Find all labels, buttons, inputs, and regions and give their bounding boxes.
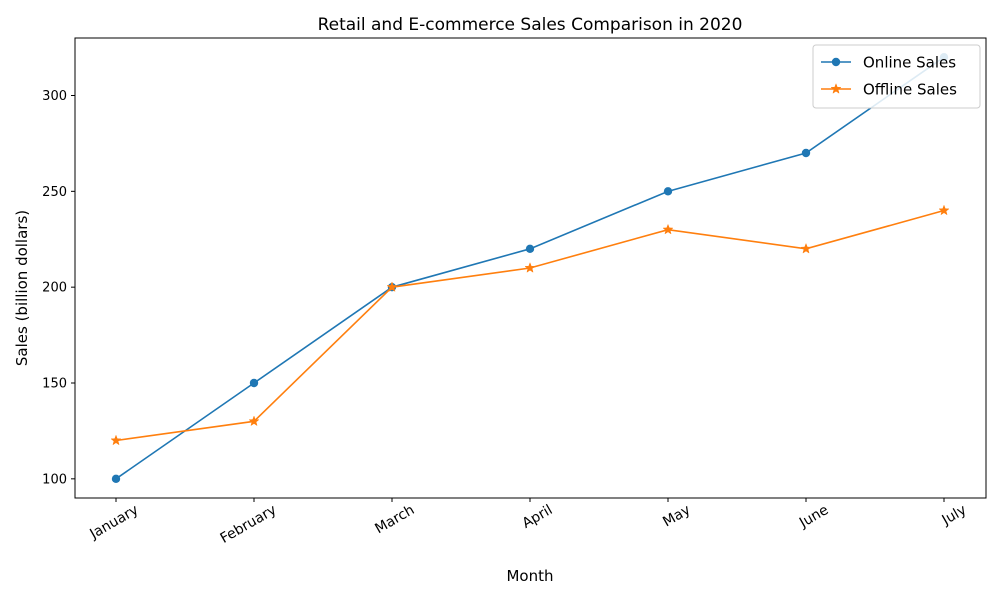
data-point-offline-sales <box>110 434 122 446</box>
data-point-online-sales <box>249 378 259 388</box>
x-axis-title: Month <box>506 567 553 585</box>
legend-marker-offline-sales <box>830 83 842 94</box>
data-point-offline-sales <box>800 242 812 254</box>
legend: Online Sales Offline Sales <box>812 44 981 109</box>
legend-label-online-sales: Online Sales <box>863 54 956 72</box>
data-point-online-sales <box>801 148 811 158</box>
y-tick-label: 250 <box>42 185 67 200</box>
chart-title: Retail and E-commerce Sales Comparison i… <box>318 15 743 35</box>
legend-box <box>812 44 981 109</box>
data-point-offline-sales <box>248 415 260 427</box>
data-point-offline-sales <box>938 204 950 216</box>
y-tick-label: 100 <box>42 472 67 487</box>
legend-label-offline-sales: Offline Sales <box>863 81 957 99</box>
data-point-offline-sales <box>662 223 674 235</box>
data-point-online-sales <box>663 187 673 196</box>
data-point-online-sales <box>525 244 535 254</box>
legend-marker-online-sales <box>831 57 841 67</box>
data-point-online-sales <box>111 474 121 484</box>
data-point-offline-sales <box>524 262 536 273</box>
y-tick-label: 300 <box>42 89 67 104</box>
data-point-offline-sales <box>386 281 398 292</box>
y-axis-title: Sales (billion dollars) <box>13 210 31 366</box>
y-tick-label: 150 <box>42 377 67 392</box>
y-tick-label: 200 <box>42 281 67 296</box>
plot-frame <box>74 37 987 499</box>
series-offline-sales <box>110 204 950 446</box>
